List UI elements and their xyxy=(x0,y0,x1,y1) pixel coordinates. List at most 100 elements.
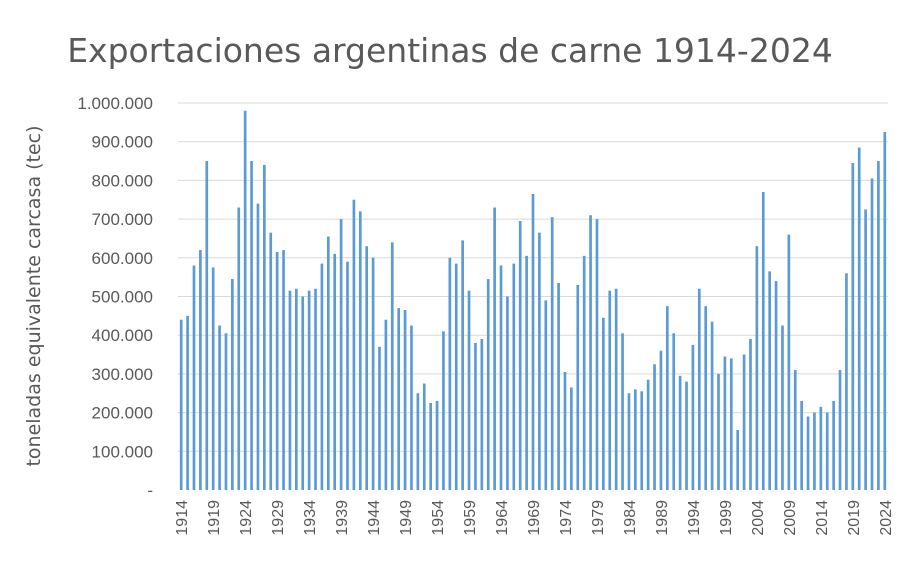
bars xyxy=(179,110,887,491)
y-tick-label: 1.000.000 xyxy=(77,94,153,113)
x-tick-label: 1994 xyxy=(686,500,703,536)
x-tick-label: 2009 xyxy=(782,500,799,536)
bar-1926 xyxy=(256,203,260,490)
bar-2024 xyxy=(883,132,887,490)
bar-2011 xyxy=(800,400,803,490)
bar-1933 xyxy=(301,296,305,490)
bar-1976 xyxy=(576,284,580,490)
bar-1920 xyxy=(218,325,221,490)
y-axis-ticks: - 100.000 200.000 300.000 400.000 500.000 600.… xyxy=(77,94,153,500)
bar-2016 xyxy=(832,400,835,490)
bar-2022 xyxy=(870,178,874,490)
bar-1951 xyxy=(416,393,420,490)
x-tick-label: 1954 xyxy=(430,500,447,536)
bar-1936 xyxy=(320,263,324,490)
bar-1967 xyxy=(518,221,522,490)
bar-1998 xyxy=(717,373,720,490)
bar-2023 xyxy=(877,161,880,491)
bar-1922 xyxy=(231,279,234,490)
bar-1961 xyxy=(480,339,484,490)
x-tick-label: 1939 xyxy=(334,500,351,536)
bar-1953 xyxy=(429,402,433,490)
y-tick-label: 300.000 xyxy=(92,365,153,384)
bar-1971 xyxy=(544,300,548,490)
x-tick-label: 2024 xyxy=(878,500,895,536)
bar-1972 xyxy=(550,217,554,491)
x-tick-label: 2014 xyxy=(814,500,831,536)
bar-1979 xyxy=(595,219,599,490)
bar-1956 xyxy=(448,257,452,490)
bar-2008 xyxy=(781,325,784,490)
bar-1981 xyxy=(608,290,612,490)
bar-1950 xyxy=(410,325,413,490)
bar-2017 xyxy=(838,370,842,490)
y-axis-label: toneladas equivalente carcasa (tec) xyxy=(23,125,45,466)
bar-1942 xyxy=(358,211,362,491)
bar-1917 xyxy=(199,250,202,490)
bar-1999 xyxy=(723,356,727,490)
bar-1958 xyxy=(461,240,464,490)
bar-1937 xyxy=(326,236,330,490)
bar-1983 xyxy=(621,333,624,490)
bar-1944 xyxy=(371,257,375,490)
bar-1996 xyxy=(704,306,708,490)
bar-2013 xyxy=(813,412,816,490)
bar-1931 xyxy=(288,290,292,490)
bar-1928 xyxy=(269,232,273,490)
bar-2005 xyxy=(761,192,765,490)
bar-1949 xyxy=(403,310,407,490)
bar-1969 xyxy=(531,193,535,490)
bar-1915 xyxy=(186,315,189,490)
x-tick-label: 1984 xyxy=(622,500,639,536)
bar-1965 xyxy=(506,296,509,490)
bar-1927 xyxy=(263,164,266,491)
bar-1919 xyxy=(211,267,215,490)
bar-2015 xyxy=(825,412,829,490)
bar-1980 xyxy=(602,317,605,490)
x-tick-label: 2019 xyxy=(846,500,863,536)
bar-1918 xyxy=(205,161,209,491)
bar-1994 xyxy=(691,344,695,490)
bar-1959 xyxy=(467,290,471,490)
bar-1948 xyxy=(397,308,401,490)
bar-2003 xyxy=(749,339,752,490)
y-tick-label: 600.000 xyxy=(92,249,153,268)
y-tick-label: - xyxy=(147,481,153,500)
y-tick-label: 700.000 xyxy=(92,210,153,229)
x-tick-label: 1944 xyxy=(366,500,383,536)
x-tick-label: 1969 xyxy=(526,500,543,536)
bar-1941 xyxy=(352,199,356,490)
bar-1924 xyxy=(243,110,247,491)
bar-1977 xyxy=(582,255,586,490)
bar-1923 xyxy=(237,207,241,491)
x-tick-label: 1979 xyxy=(590,500,607,536)
bar-1989 xyxy=(659,350,663,490)
bar-1935 xyxy=(314,288,317,490)
bar-1986 xyxy=(640,391,644,490)
bar-1955 xyxy=(442,331,445,490)
bar-1968 xyxy=(525,255,528,490)
y-tick-label: 800.000 xyxy=(92,171,153,190)
y-tick-label: 900.000 xyxy=(92,133,153,152)
bar-1992 xyxy=(678,375,682,490)
bar-1925 xyxy=(250,161,253,491)
x-tick-label: 2004 xyxy=(750,500,767,536)
bar-1932 xyxy=(294,288,298,490)
bar-1993 xyxy=(685,381,688,490)
x-tick-label: 1919 xyxy=(206,500,223,536)
x-tick-label: 1989 xyxy=(654,500,671,536)
bar-1930 xyxy=(282,250,285,490)
bar-1964 xyxy=(499,265,503,490)
bar-1957 xyxy=(454,263,458,490)
bar-2018 xyxy=(845,273,848,490)
bar-2012 xyxy=(806,416,810,490)
y-tick-label: 500.000 xyxy=(92,288,153,307)
bar-1934 xyxy=(307,290,311,490)
y-tick-label: 400.000 xyxy=(92,326,153,345)
bar-1974 xyxy=(563,371,567,490)
bar-2019 xyxy=(851,162,855,491)
bar-2000 xyxy=(729,358,733,490)
bar-1975 xyxy=(570,387,573,490)
y-tick-label: 200.000 xyxy=(92,404,153,423)
bar-2021 xyxy=(864,209,867,491)
